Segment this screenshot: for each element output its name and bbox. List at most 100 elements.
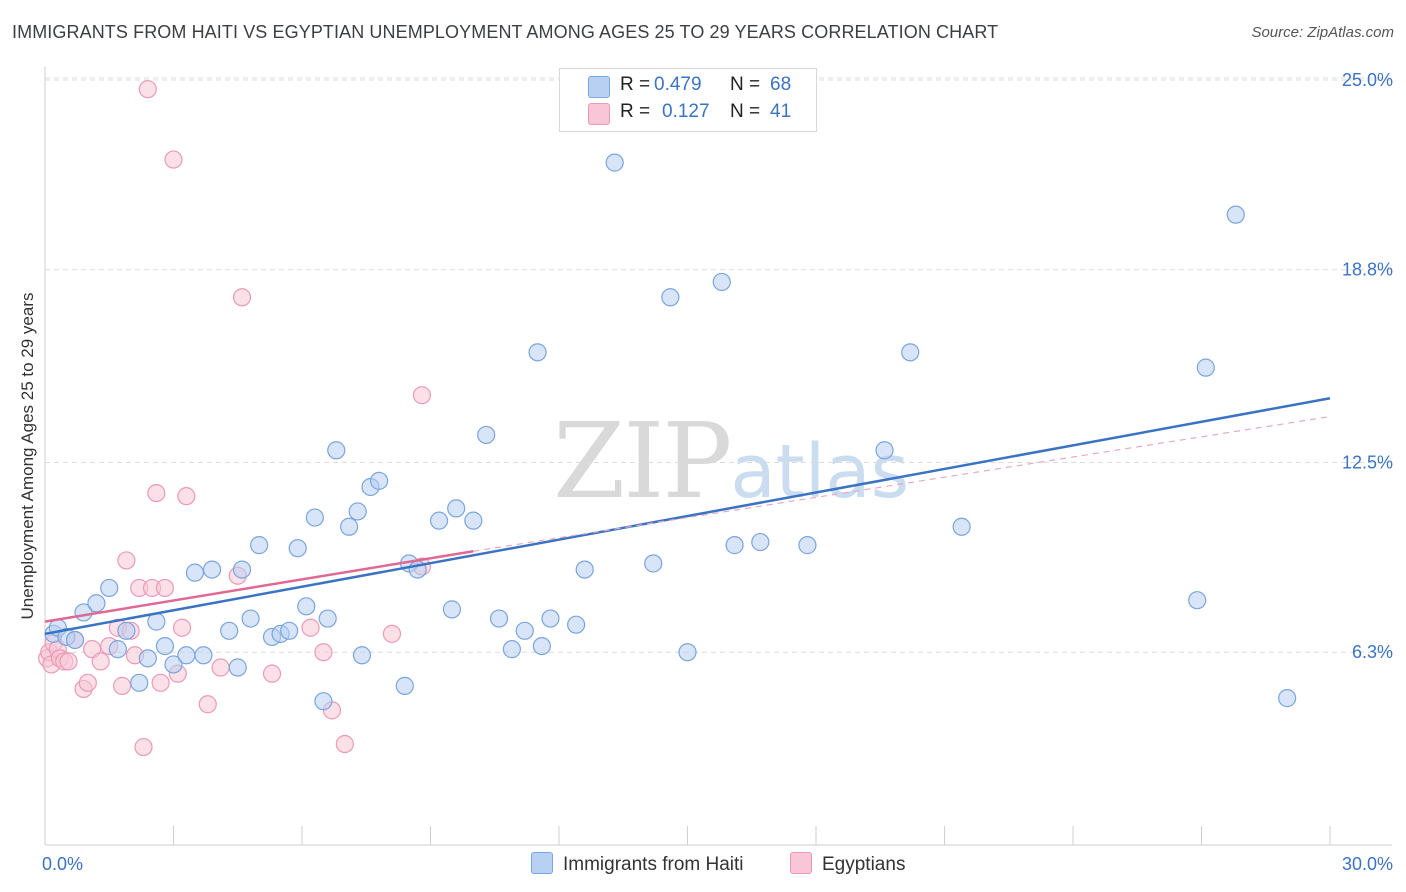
haiti-point	[138, 649, 157, 668]
haiti-point	[241, 609, 260, 628]
source-credit: Source: ZipAtlas.com	[1251, 24, 1394, 41]
x-tick-label: 0.0%	[42, 854, 83, 874]
bottom-legend-egypt-label: Egyptians	[822, 854, 906, 875]
egyptians-trend-line	[44, 550, 474, 623]
haiti-point	[489, 609, 509, 628]
chart-title: IMMIGRANTS FROM HAITI VS EGYPTIAN UNEMPL…	[12, 22, 999, 42]
haiti-point	[515, 621, 534, 640]
egyptians-point	[147, 484, 166, 503]
haiti-point	[751, 532, 770, 552]
haiti-point	[567, 615, 586, 634]
haiti-point	[130, 673, 149, 692]
haiti-point	[541, 609, 560, 628]
legend-r-value: 0.127	[662, 101, 710, 122]
haiti-point	[348, 502, 367, 521]
haiti-point	[528, 343, 547, 362]
haiti-point	[297, 597, 316, 616]
haiti-point	[250, 536, 269, 555]
bottom-swatch-egypt	[790, 852, 812, 874]
haiti-point	[228, 658, 247, 677]
egyptians-point	[134, 737, 153, 757]
haiti-point	[220, 621, 239, 640]
egyptians-point	[78, 673, 97, 692]
haiti-point	[280, 621, 299, 640]
haiti-point	[327, 441, 346, 460]
haiti-point	[952, 517, 971, 536]
haiti-point	[108, 640, 127, 659]
trend-lines	[44, 397, 1331, 636]
haiti-point	[318, 609, 337, 628]
egyptians-point	[412, 386, 432, 405]
legend-r-label: R =	[620, 101, 651, 122]
haiti-point	[117, 621, 136, 640]
haiti-points	[44, 153, 1297, 711]
haiti-point	[429, 511, 449, 530]
watermark-zip: ZIP	[553, 400, 732, 522]
egyptians-point	[155, 578, 175, 598]
egyptians-point	[198, 695, 217, 714]
egyptians-trend-extension	[473, 416, 1331, 552]
egyptians-point	[382, 624, 402, 643]
bottom-legend-egypt: Egyptians	[790, 852, 905, 876]
bottom-legend-haiti-label: Immigrants from Haiti	[563, 854, 744, 875]
haiti-point	[1278, 689, 1297, 708]
haiti-point	[1188, 591, 1207, 610]
y-tick-label: 25.0%	[1342, 70, 1393, 90]
haiti-point	[100, 578, 119, 598]
haiti-point	[447, 499, 466, 518]
egyptians-point	[314, 643, 333, 662]
egyptians-point	[335, 734, 354, 754]
haiti-point	[442, 600, 462, 619]
legend-n-label: N =	[730, 101, 761, 122]
egyptians-point	[211, 658, 230, 677]
haiti-point	[202, 560, 222, 579]
legend-n-value: 68	[770, 74, 792, 95]
haiti-point	[352, 646, 372, 665]
haiti-point	[194, 646, 213, 665]
haiti-point	[314, 692, 333, 711]
haiti-point	[185, 563, 205, 582]
haiti-point	[477, 425, 496, 445]
legend-swatch-haiti	[588, 76, 610, 98]
haiti-point	[712, 272, 731, 292]
haiti-point	[464, 511, 483, 530]
egyptians-point	[177, 487, 196, 506]
haiti-point	[661, 288, 680, 307]
haiti-point	[725, 536, 744, 555]
haiti-point	[502, 640, 521, 659]
haiti-point	[1196, 358, 1215, 377]
haiti-point	[87, 594, 106, 613]
egyptians-point	[301, 618, 320, 637]
legend-n-label: N =	[730, 74, 761, 95]
haiti-point	[305, 508, 324, 527]
egyptians-point	[262, 664, 282, 683]
legend-n-value: 41	[770, 101, 792, 122]
y-tick-label: 18.8%	[1342, 260, 1393, 280]
egyptians-point	[172, 618, 192, 637]
haiti-point	[155, 636, 175, 656]
y-tick-label: 6.3%	[1352, 642, 1393, 662]
egyptians-point	[91, 652, 110, 671]
legend-r-value: 0.479	[654, 74, 702, 95]
haiti-point	[288, 539, 307, 558]
haiti-point	[65, 630, 85, 650]
haiti-point	[1226, 205, 1245, 224]
legend-swatch-egypt	[588, 103, 610, 125]
egyptians-point	[112, 676, 132, 695]
egyptians-point	[164, 150, 183, 169]
axes	[44, 67, 1392, 846]
egyptians-point	[59, 652, 78, 671]
haiti-point	[395, 676, 414, 695]
haiti-point	[575, 560, 594, 579]
haiti-point	[678, 643, 697, 662]
haiti-point	[875, 441, 894, 460]
bottom-legend-haiti: Immigrants from Haiti	[531, 852, 744, 876]
haiti-point	[232, 560, 252, 579]
egyptians-point	[138, 80, 157, 99]
haiti-trend-line	[44, 397, 1331, 636]
haiti-point	[177, 646, 196, 665]
haiti-point	[644, 554, 663, 573]
egyptians-points	[38, 80, 432, 757]
egyptians-point	[151, 673, 170, 692]
